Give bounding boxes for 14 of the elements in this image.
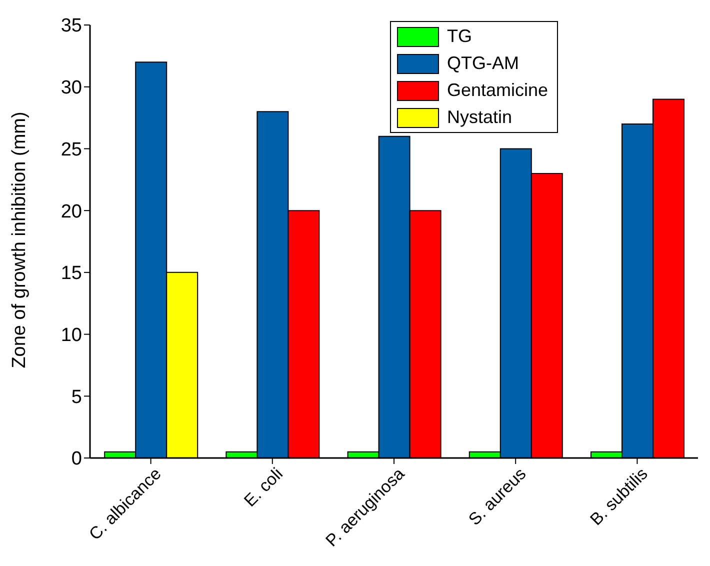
y-tick-label: 0 <box>71 448 82 470</box>
legend-label: Gentamicine <box>447 80 548 101</box>
y-tick-label: 25 <box>60 139 82 160</box>
x-tick-label: E. coli <box>240 464 287 510</box>
y-tick-label: 10 <box>60 325 82 346</box>
y-tick-label: 15 <box>60 263 82 284</box>
y-tick-label: 5 <box>71 386 82 408</box>
y-tick-label: 20 <box>60 201 82 222</box>
legend-label: QTG-AM <box>447 53 519 74</box>
legend-label: Nystatin <box>447 107 512 128</box>
y-tick-label: 30 <box>60 78 82 99</box>
legend-label: TG <box>447 26 472 47</box>
y-tick-label: 35 <box>60 16 82 37</box>
y-axis-title: Zone of growth inhibition (mm) <box>9 112 31 368</box>
